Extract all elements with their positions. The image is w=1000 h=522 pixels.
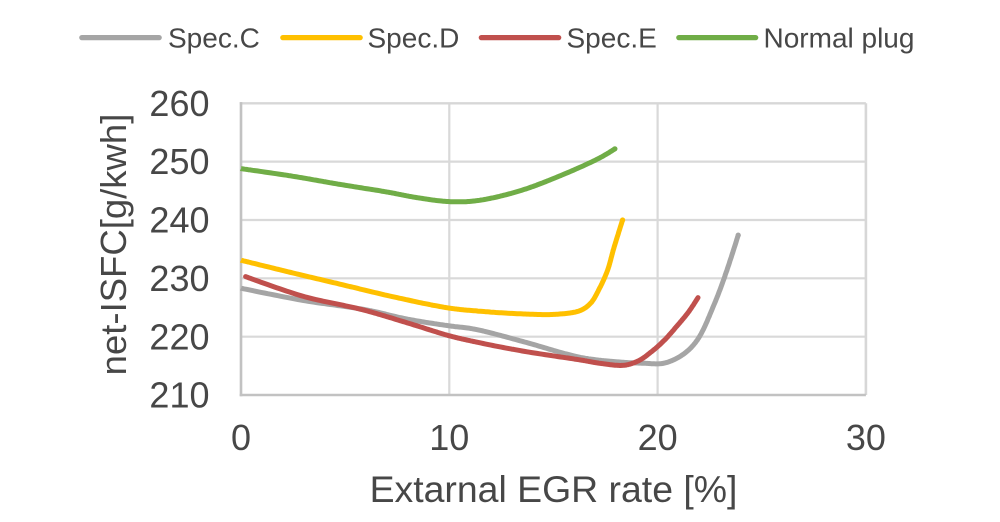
svg-text:Spec.E: Spec.E <box>567 23 657 54</box>
svg-text:210: 210 <box>149 375 209 416</box>
svg-text:260: 260 <box>149 83 209 124</box>
svg-text:250: 250 <box>149 141 209 182</box>
svg-text:230: 230 <box>149 258 209 299</box>
svg-text:220: 220 <box>149 316 209 357</box>
svg-text:0: 0 <box>231 417 251 458</box>
svg-text:30: 30 <box>846 417 886 458</box>
svg-text:Spec.D: Spec.D <box>368 23 460 54</box>
svg-text:20: 20 <box>638 417 678 458</box>
svg-text:net-ISFC[g/kwh]: net-ISFC[g/kwh] <box>93 114 134 376</box>
svg-text:Extarnal EGR rate [%]: Extarnal EGR rate [%] <box>370 468 738 510</box>
svg-text:Spec.C: Spec.C <box>168 23 260 54</box>
svg-text:240: 240 <box>149 200 209 241</box>
svg-text:Normal plug: Normal plug <box>764 23 915 54</box>
svg-text:10: 10 <box>429 417 469 458</box>
